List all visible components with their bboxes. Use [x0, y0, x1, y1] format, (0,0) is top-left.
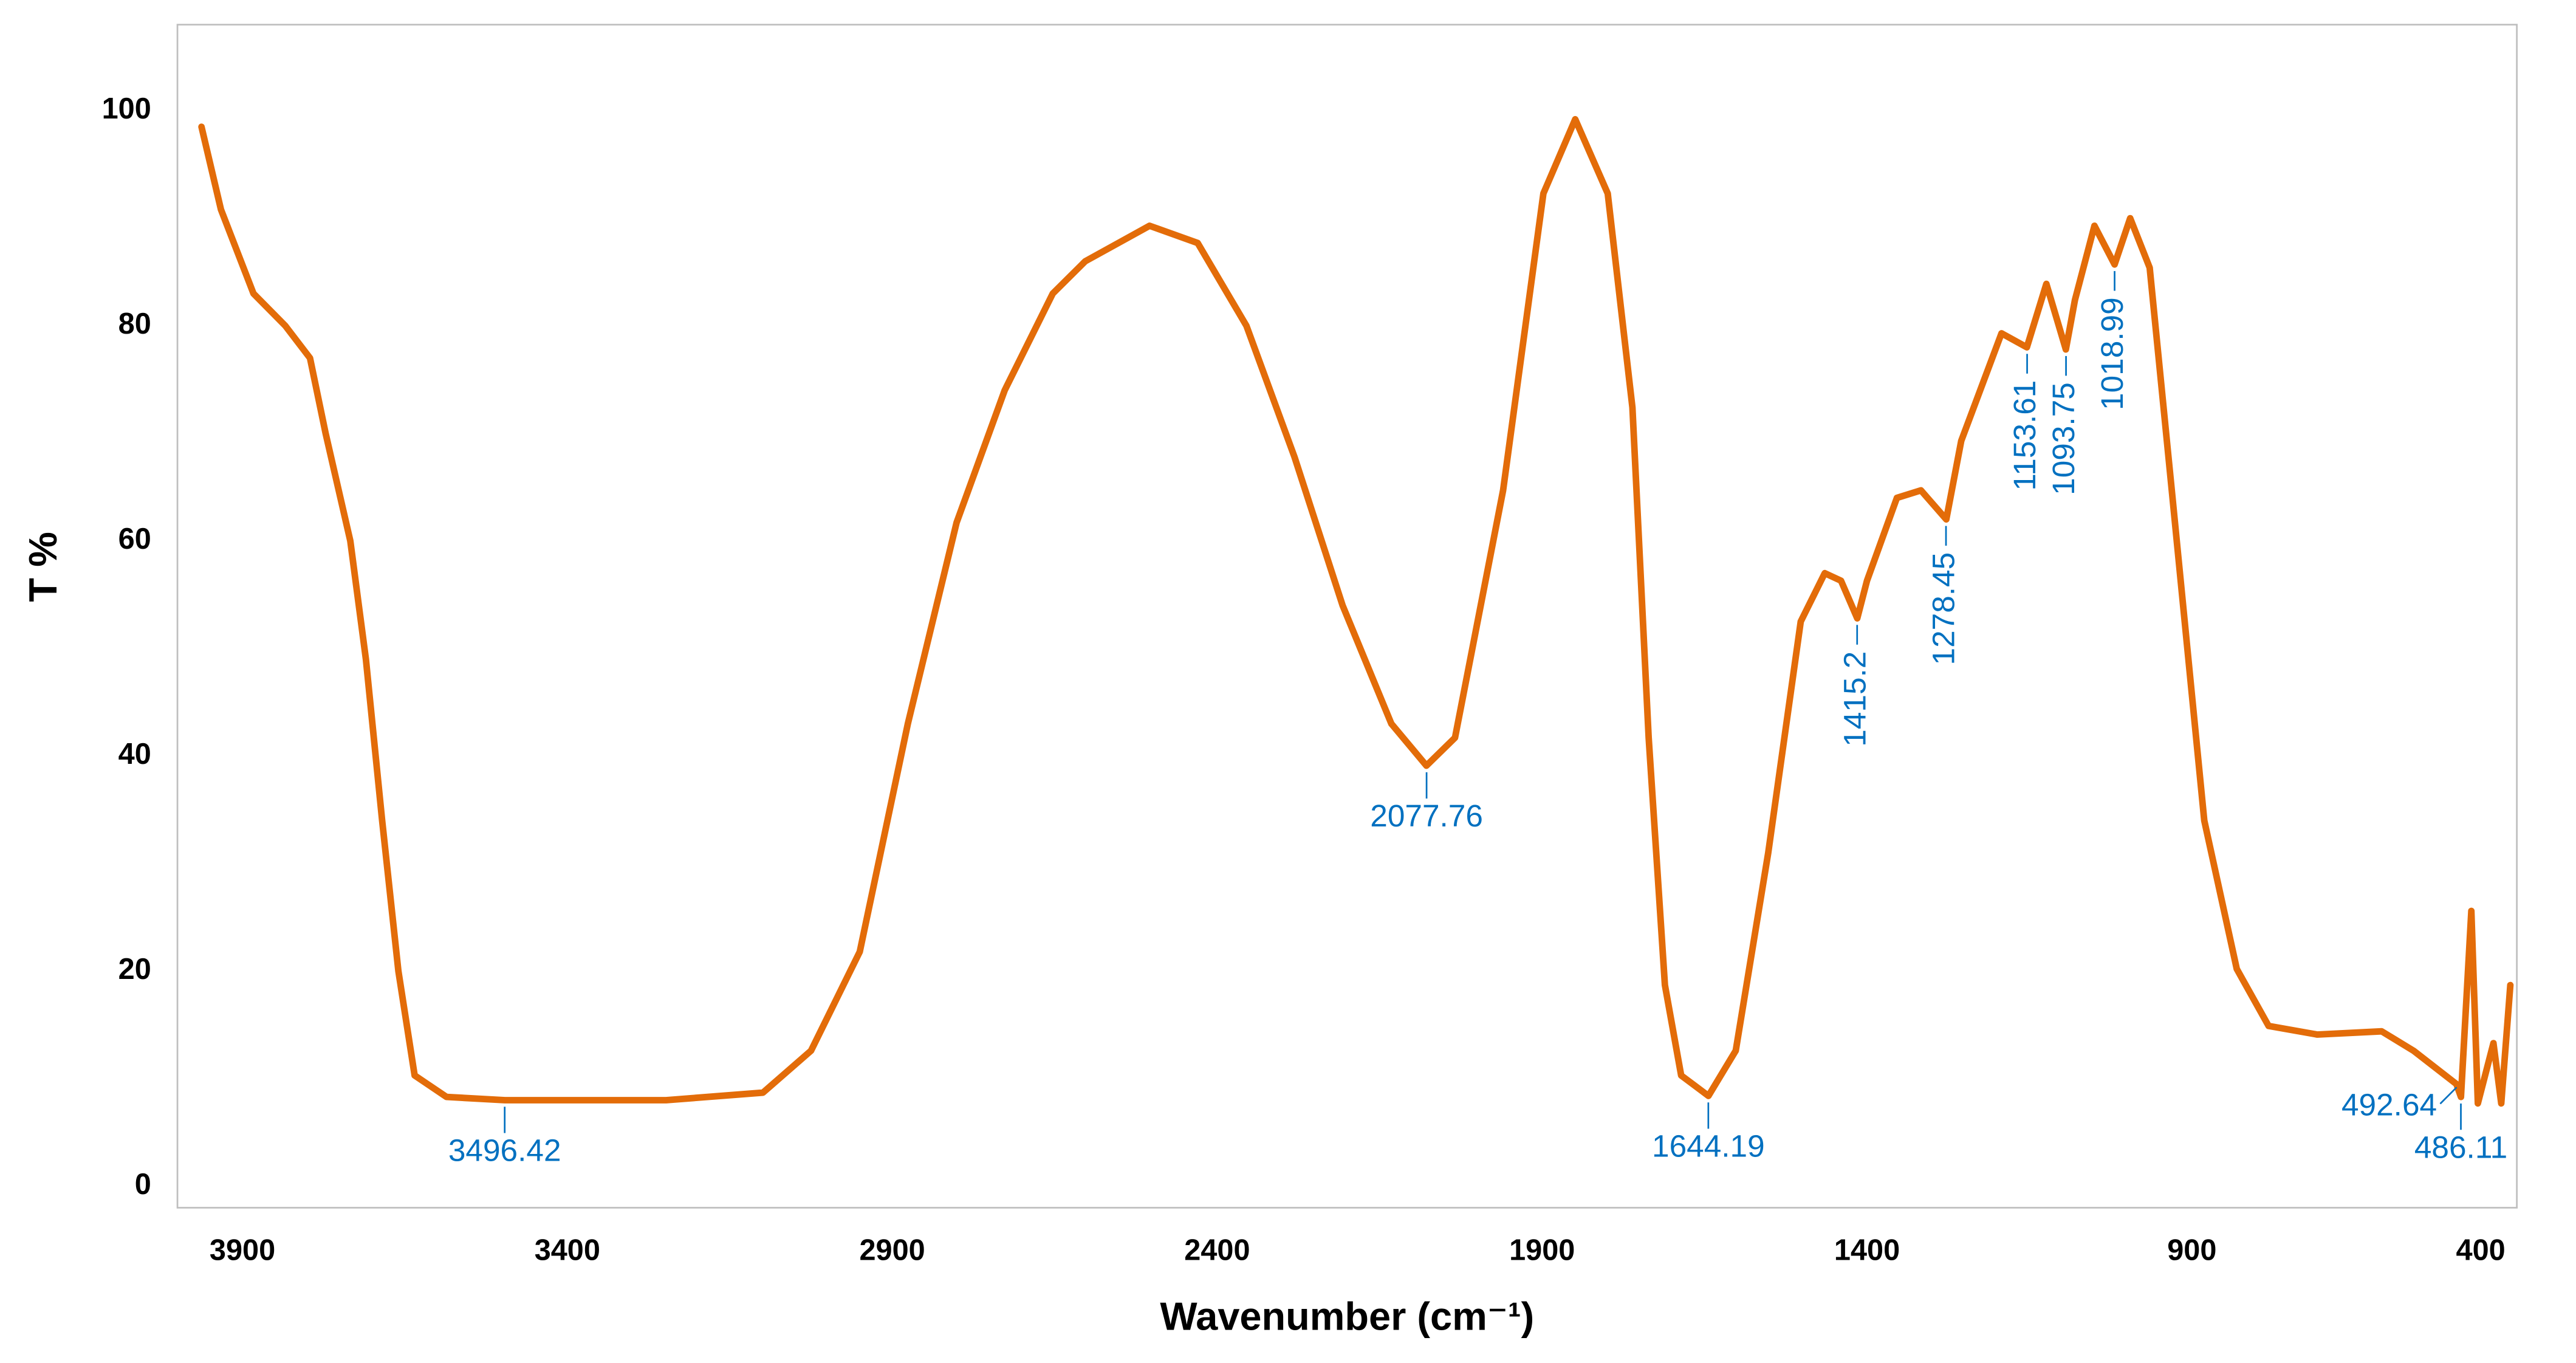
y-tick-label: 80 — [118, 307, 151, 340]
annotation-label: 1415.2 — [1837, 651, 1872, 747]
annotation-label: 3496.42 — [448, 1133, 561, 1168]
annotation-label: 1644.19 — [1652, 1128, 1765, 1163]
x-axis-title: Wavenumber (cm⁻¹) — [1160, 1294, 1534, 1338]
annotation-label: 492.64 — [2341, 1087, 2437, 1122]
annotation-label: 1153.61 — [2007, 380, 2042, 491]
annotation-label: 1093.75 — [2046, 382, 2081, 495]
y-tick-label: 60 — [118, 523, 151, 555]
x-tick-label: 2400 — [1184, 1234, 1250, 1266]
y-axis-title: T % — [21, 532, 65, 602]
annotation-label: 1018.99 — [2094, 297, 2129, 410]
x-tick-label: 1400 — [1834, 1234, 1900, 1266]
x-tick-label: 2900 — [860, 1234, 925, 1266]
annotation-label: 1278.45 — [1926, 552, 1961, 665]
x-tick-label: 3400 — [535, 1234, 600, 1266]
y-tick-label: 20 — [118, 953, 151, 986]
x-tick-label: 900 — [2167, 1234, 2216, 1266]
x-tick-label: 400 — [2456, 1234, 2506, 1266]
y-tick-label: 0 — [135, 1168, 151, 1201]
y-tick-label: 40 — [118, 738, 151, 771]
annotation-label: 486.11 — [2414, 1129, 2507, 1164]
spectrum-line — [198, 115, 2514, 1107]
annotation-leader — [2439, 1087, 2458, 1105]
y-tick-label: 100 — [102, 92, 151, 125]
plot-frame — [176, 24, 2518, 1209]
x-tick-label: 1900 — [1509, 1234, 1575, 1266]
annotation-label: 2077.76 — [1370, 798, 1483, 833]
x-tick-label: 3900 — [210, 1234, 275, 1266]
